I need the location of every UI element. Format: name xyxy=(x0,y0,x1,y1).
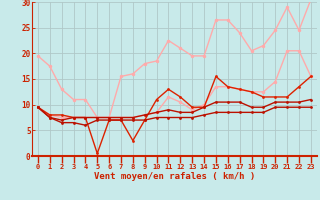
X-axis label: Vent moyen/en rafales ( km/h ): Vent moyen/en rafales ( km/h ) xyxy=(94,172,255,181)
